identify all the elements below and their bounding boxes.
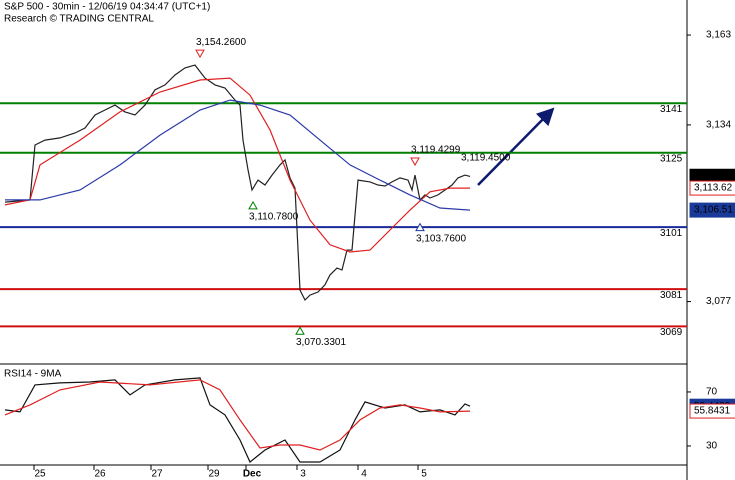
rsi-line	[4, 379, 471, 451]
rsi-tick-label: 70	[706, 387, 718, 398]
price-tag	[689, 180, 735, 196]
x-tick-label: 4	[361, 469, 367, 480]
annotation-label: 3,110.7800	[249, 212, 299, 223]
annotation-marker	[195, 49, 205, 59]
x-tick-label: Dec	[243, 469, 262, 480]
annotation-label: 3,070.3301	[296, 337, 346, 348]
price-tag-label: 55.8431	[694, 406, 731, 417]
level-label: 3125	[660, 153, 683, 164]
annotation-marker	[248, 200, 258, 210]
price-tag-label: 3,117.43	[694, 171, 733, 182]
x-tick-label: 29	[208, 469, 220, 480]
moving-average	[5, 99, 471, 211]
x-tick-label: 27	[151, 469, 163, 480]
annotation-marker	[415, 222, 425, 232]
chart-subtitle: Research © TRADING CENTRAL	[4, 14, 154, 25]
price-tag-label: 3,113.62	[694, 183, 733, 194]
rsi-title: RSI14 - 9MA	[4, 369, 62, 380]
price-tag	[689, 202, 735, 218]
chart-title: S&P 500 - 30min - 12/06/19 04:34:47 (UTC…	[4, 2, 210, 13]
level-label: 3141	[660, 104, 683, 115]
annotation-marker	[295, 326, 305, 335]
level-label: 3101	[660, 228, 683, 239]
annotation-label: 3,119.4299	[411, 145, 461, 156]
trend-arrow	[477, 107, 555, 186]
moving-average	[4, 77, 470, 253]
rsi-tick-label: 30	[706, 441, 718, 452]
annotation-marker	[410, 157, 420, 167]
x-tick-label: 25	[34, 469, 46, 480]
annotation-label: 3,103.7600	[416, 233, 466, 244]
y-tick-label: 3,163	[706, 30, 731, 41]
x-tick-label: 26	[94, 469, 106, 480]
x-tick-label: 5	[421, 469, 427, 480]
annotation-label: 3,119.4500	[461, 153, 511, 164]
price-tag-label: 3,106.51	[694, 205, 733, 216]
annotation-label: 3,154.2600	[196, 37, 246, 48]
level-label: 3069	[660, 327, 683, 338]
price-tag	[689, 403, 735, 419]
price-line	[4, 64, 471, 302]
level-label: 3081	[660, 290, 683, 301]
rsi-line	[4, 377, 471, 463]
y-tick-label: 3,077	[706, 296, 731, 307]
x-tick-label: 3	[300, 469, 306, 480]
y-tick-label: 3,134	[706, 120, 731, 131]
